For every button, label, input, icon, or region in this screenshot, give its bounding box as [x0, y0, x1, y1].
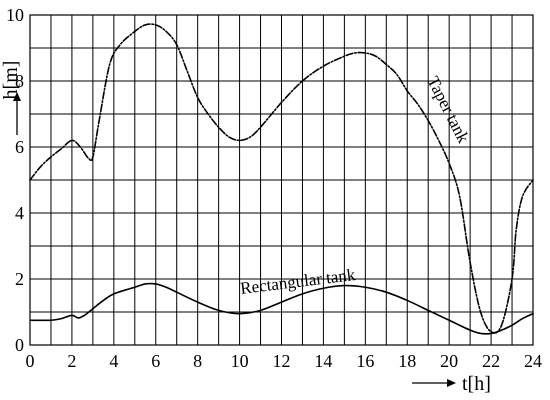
x-tick-label: 24 [524, 351, 542, 371]
y-tick-label: 0 [15, 335, 24, 355]
grid [30, 15, 533, 345]
x-tick-label: 12 [273, 351, 291, 371]
x-tick-label: 14 [314, 351, 332, 371]
x-axis-arrow [412, 379, 456, 387]
x-tick-label: 6 [151, 351, 160, 371]
y-tick-label: 2 [15, 269, 24, 289]
y-tick-label: 10 [6, 5, 24, 25]
series-label-rectangular: Rectangular tank [239, 265, 357, 298]
x-tick-label: 18 [398, 351, 416, 371]
series-label-taper: Taper tank [423, 73, 473, 146]
x-tick-label: 8 [193, 351, 202, 371]
x-axis-label: t[h] [462, 373, 491, 395]
series-line-rectangular-tank [29, 282, 534, 335]
y-axis-arrow [13, 92, 21, 135]
x-tick-label: 16 [356, 351, 374, 371]
x-tick-label: 22 [482, 351, 500, 371]
series-line-taper-tank [29, 23, 534, 334]
y-tick-label: 8 [15, 71, 24, 91]
x-tick-label: 4 [109, 351, 118, 371]
series-lines [29, 23, 534, 335]
x-tick-label: 0 [26, 351, 35, 371]
y-tick-label: 4 [15, 203, 24, 223]
y-axis-label: h[m] [0, 61, 22, 100]
y-tick-label: 6 [15, 137, 24, 157]
x-tick-label: 2 [67, 351, 76, 371]
x-tick-label: 20 [440, 351, 458, 371]
x-tick-label: 10 [231, 351, 249, 371]
